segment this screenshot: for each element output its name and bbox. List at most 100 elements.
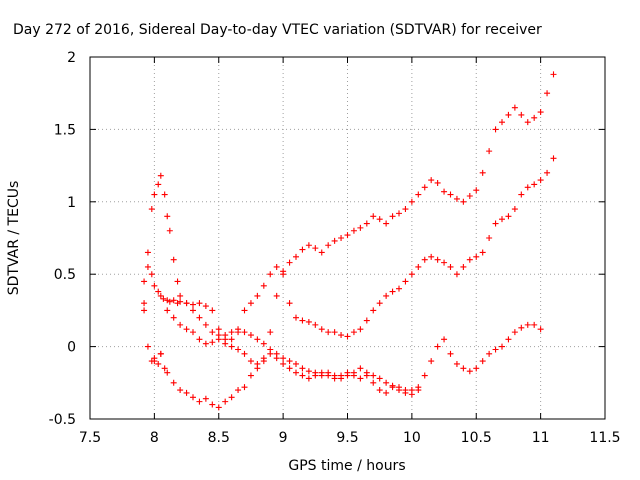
data-point xyxy=(486,350,493,357)
data-point xyxy=(428,177,435,184)
data-point xyxy=(492,220,499,227)
data-point xyxy=(247,332,254,339)
data-point xyxy=(460,263,467,270)
data-point xyxy=(183,300,190,307)
data-point xyxy=(376,375,383,382)
data-point xyxy=(447,191,454,198)
y-tick-label: -0.5 xyxy=(49,412,76,428)
data-point xyxy=(518,324,525,331)
data-point xyxy=(286,259,293,266)
data-point xyxy=(518,191,525,198)
data-point xyxy=(370,372,377,379)
data-point xyxy=(531,114,538,121)
data-point xyxy=(312,369,319,376)
data-point xyxy=(280,271,287,278)
data-point xyxy=(299,246,306,253)
data-point xyxy=(434,343,441,350)
data-point xyxy=(164,307,171,314)
data-point xyxy=(402,206,409,213)
data-point xyxy=(428,358,435,365)
data-point xyxy=(144,343,151,350)
data-point xyxy=(157,292,164,299)
data-point xyxy=(499,216,505,223)
plot-frame xyxy=(89,56,606,420)
data-point xyxy=(235,387,242,394)
data-point xyxy=(537,109,544,116)
data-point xyxy=(202,395,209,402)
data-point xyxy=(376,300,383,307)
data-point xyxy=(299,365,306,372)
data-point xyxy=(357,326,364,333)
data-point xyxy=(190,307,196,314)
data-point xyxy=(215,404,222,411)
data-point xyxy=(141,307,148,314)
data-point xyxy=(157,172,164,179)
data-point xyxy=(161,191,168,198)
data-point xyxy=(305,375,312,382)
data-point xyxy=(486,235,493,241)
data-point xyxy=(376,216,383,223)
data-point xyxy=(383,220,390,227)
data-point xyxy=(511,329,518,336)
x-tick-label: 9.5 xyxy=(336,430,358,446)
x-tick-label: 10.5 xyxy=(461,430,492,446)
data-point xyxy=(473,253,480,260)
data-point xyxy=(273,350,280,357)
data-point xyxy=(486,148,493,155)
data-points xyxy=(141,71,557,411)
data-point xyxy=(148,271,155,278)
data-point xyxy=(202,340,209,347)
data-point xyxy=(215,326,222,333)
data-point xyxy=(376,387,383,394)
data-point xyxy=(196,398,203,405)
data-point xyxy=(473,365,480,372)
data-point xyxy=(460,365,467,372)
data-point xyxy=(260,282,267,289)
data-point xyxy=(428,253,435,260)
data-point xyxy=(408,387,415,394)
data-point xyxy=(479,249,486,256)
data-point xyxy=(389,382,396,389)
data-point xyxy=(441,188,448,195)
data-point xyxy=(166,227,173,234)
data-point xyxy=(383,389,390,396)
data-point xyxy=(235,346,242,353)
data-point xyxy=(202,303,209,310)
data-point xyxy=(170,256,177,263)
data-point xyxy=(286,300,293,307)
data-point xyxy=(202,321,209,328)
data-point xyxy=(331,372,338,379)
data-point xyxy=(544,90,551,97)
data-point xyxy=(421,372,428,379)
series-2 xyxy=(141,155,557,367)
data-point xyxy=(492,346,499,353)
data-point xyxy=(325,369,332,376)
x-tick-label: 8.5 xyxy=(208,430,230,446)
data-point xyxy=(235,326,242,333)
data-point xyxy=(396,210,402,217)
data-point xyxy=(196,300,203,307)
data-point xyxy=(190,329,196,336)
data-point xyxy=(228,343,235,350)
data-point xyxy=(305,318,312,325)
data-point xyxy=(408,271,415,278)
data-point xyxy=(434,179,441,186)
data-point xyxy=(402,278,409,285)
data-point xyxy=(466,368,473,375)
data-point xyxy=(421,184,428,191)
data-point xyxy=(144,249,151,256)
data-point xyxy=(318,326,325,333)
data-point xyxy=(415,263,422,270)
series-1 xyxy=(141,71,557,347)
data-point xyxy=(170,314,177,321)
x-tick-label: 7.5 xyxy=(79,430,101,446)
data-point xyxy=(312,245,319,252)
data-point xyxy=(209,329,216,336)
data-point xyxy=(141,300,148,307)
data-point xyxy=(344,372,351,379)
data-point xyxy=(331,237,338,244)
data-point xyxy=(396,285,402,292)
data-point xyxy=(183,326,190,333)
data-point xyxy=(318,249,325,256)
data-point xyxy=(155,360,162,367)
